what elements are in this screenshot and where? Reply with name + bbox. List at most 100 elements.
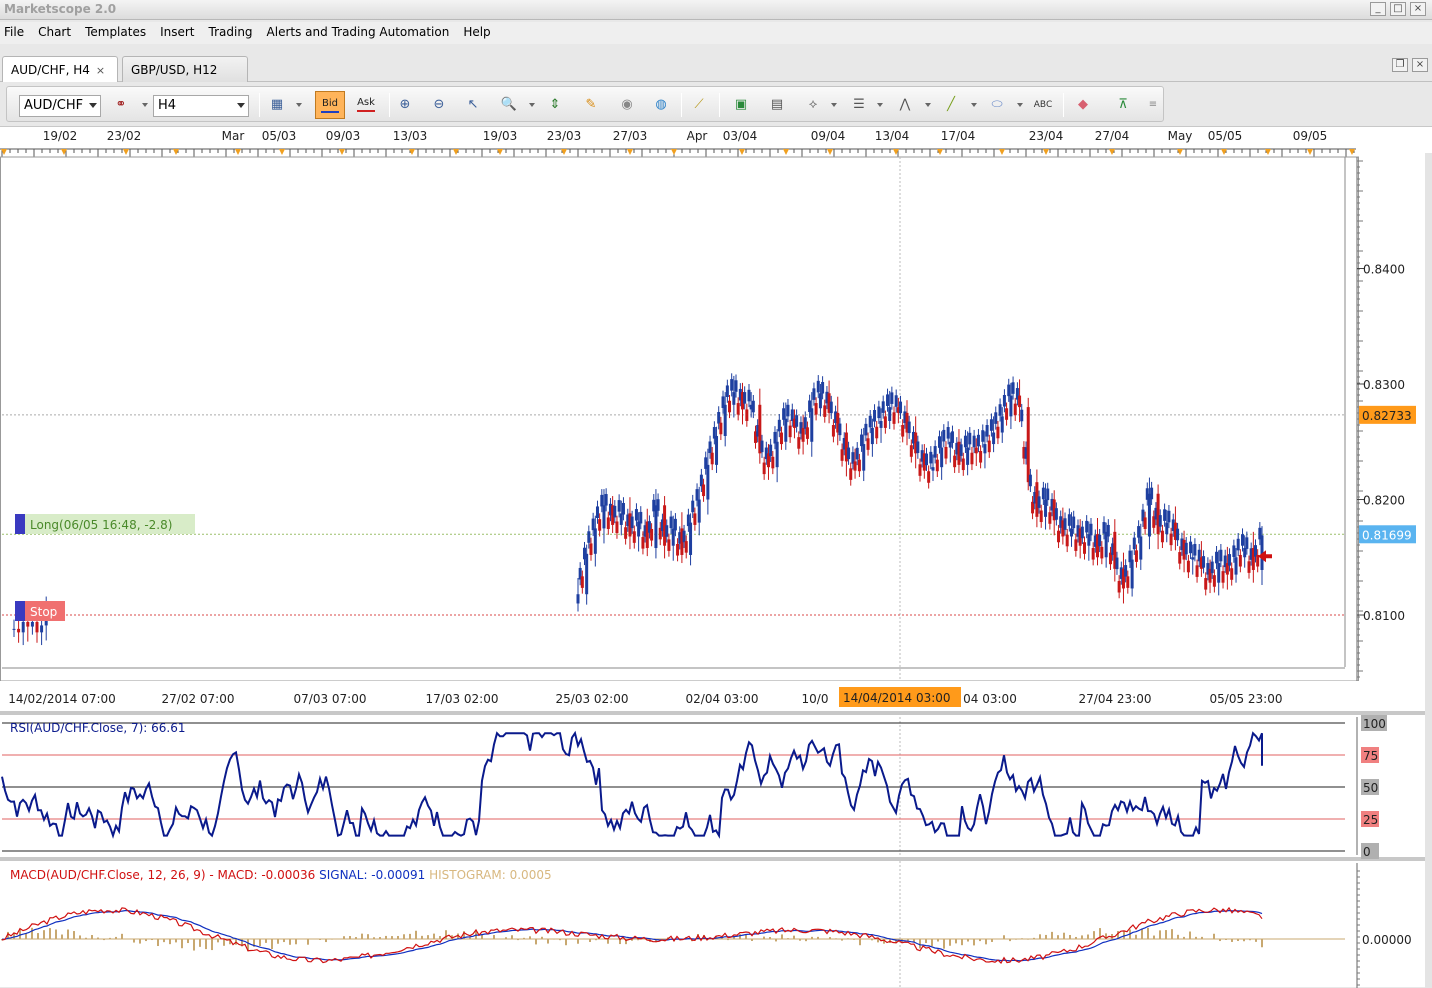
histogram-bar <box>505 937 507 939</box>
time-label: 07/03 07:00 <box>294 692 367 706</box>
date-label: May <box>1168 129 1193 143</box>
histogram-bar <box>991 939 993 942</box>
histogram-bar <box>79 935 81 939</box>
zoom-in-icon[interactable]: ⊕ <box>395 95 415 115</box>
candle-body <box>910 445 913 457</box>
macd-value: MACD: -0.00036 <box>218 868 320 882</box>
lines-icon[interactable]: ☰ <box>849 95 869 115</box>
trendline-icon[interactable]: ╱ <box>941 95 961 115</box>
candle-body <box>1102 522 1105 534</box>
candle-body <box>36 622 39 632</box>
crosshair-tool-icon[interactable]: ⟡ <box>803 95 823 115</box>
menu-file[interactable]: File <box>4 22 24 39</box>
chevron-down-icon[interactable] <box>877 103 883 107</box>
histogram-bar <box>781 934 783 939</box>
menu-alerts[interactable]: Alerts and Trading Automation <box>267 22 450 39</box>
histogram-bar <box>217 939 219 942</box>
symbol-value: AUD/CHF <box>24 98 83 113</box>
date-label: 27/04 <box>1095 129 1130 143</box>
zoom-out-icon[interactable]: ⊖ <box>429 95 449 115</box>
candle-body <box>927 471 930 483</box>
timeframe-value: H4 <box>158 98 176 113</box>
candle-body <box>1241 534 1244 546</box>
window-icon[interactable]: ▤ <box>767 95 787 115</box>
candle-body <box>1163 509 1166 521</box>
candle-body <box>884 416 887 428</box>
tab-close-icon[interactable]: × <box>96 64 105 77</box>
edit-icon[interactable]: ✎ <box>581 95 601 115</box>
restore-chart-icon[interactable]: ❐ <box>1392 58 1408 72</box>
close-icon[interactable]: × <box>1410 2 1426 16</box>
symbol-select[interactable]: AUD/CHF <box>19 95 101 117</box>
candle-body <box>719 423 722 435</box>
candle-body <box>1020 410 1023 422</box>
chevron-down-icon[interactable] <box>925 103 931 107</box>
date-label: 27/03 <box>613 129 648 143</box>
cursor-icon[interactable]: ↖ <box>463 95 483 115</box>
minimize-icon[interactable]: _ <box>1370 2 1386 16</box>
date-label: 09/03 <box>326 129 361 143</box>
histogram-bar <box>535 939 537 944</box>
candle-body <box>951 431 954 443</box>
right-scroll-strip <box>1425 153 1432 988</box>
chart-type-icon[interactable]: ▦ <box>267 95 287 115</box>
candle-body <box>1055 508 1058 520</box>
candle-body <box>882 401 885 413</box>
globe-icon[interactable]: ◍ <box>651 95 671 115</box>
candle-body <box>602 505 605 528</box>
instrument-link-icon[interactable]: ⚭ <box>111 95 131 115</box>
chevron-down-icon[interactable] <box>831 103 837 107</box>
candle-body <box>1196 565 1199 577</box>
histogram-bar <box>985 939 987 944</box>
chevron-down-icon[interactable] <box>142 103 148 107</box>
candle-body <box>962 459 965 471</box>
candle-body <box>1027 407 1030 482</box>
menu-help[interactable]: Help <box>463 22 490 39</box>
candle-body <box>1074 539 1077 551</box>
fit-height-icon[interactable]: ⇕ <box>545 95 565 115</box>
stop-order-label: Stop <box>30 605 57 619</box>
menu-trading[interactable]: Trading <box>209 22 253 39</box>
candle-body <box>1133 538 1136 550</box>
crosshair-time-label: 14/04/2014 03:00 <box>843 691 951 705</box>
candle-body <box>670 517 673 529</box>
image-icon[interactable]: ▣ <box>731 95 751 115</box>
magnify-icon[interactable]: 🔍 <box>499 95 519 115</box>
candle-body <box>1057 531 1060 543</box>
eraser-icon[interactable]: ◆ <box>1073 95 1093 115</box>
histogram-bar <box>205 939 207 949</box>
histogram-bar <box>1069 935 1071 939</box>
chevron-down-icon[interactable] <box>971 103 977 107</box>
histogram-bar <box>1087 935 1089 939</box>
tab-gbpusd[interactable]: GBP/USD, H12 <box>122 56 248 82</box>
bid-button[interactable]: Bid <box>315 91 345 119</box>
tab-audchf[interactable]: AUD/CHF, H4× <box>2 56 118 82</box>
histogram-bar <box>265 939 267 943</box>
candle-body <box>1001 416 1004 432</box>
timeframe-select[interactable]: H4 <box>153 95 249 117</box>
menu-chart[interactable]: Chart <box>38 22 71 39</box>
maximize-icon[interactable]: □ <box>1390 2 1406 16</box>
chevron-down-icon[interactable] <box>1017 103 1023 107</box>
ruler-icon[interactable]: ⟋ <box>689 95 709 115</box>
toolbar-more-icon[interactable]: ≡ <box>1143 95 1163 115</box>
candle-body <box>776 442 779 467</box>
histogram-bar <box>1135 935 1137 939</box>
chevron-down-icon[interactable] <box>529 103 535 107</box>
menu-insert[interactable]: Insert <box>160 22 194 39</box>
candle-body <box>728 401 731 413</box>
candle-body <box>665 525 668 537</box>
hierarchy-icon[interactable]: ⊼ <box>1113 95 1133 115</box>
text-tool-icon[interactable]: ABC <box>1033 95 1053 115</box>
eye-icon[interactable]: ◉ <box>617 95 637 115</box>
close-chart-icon[interactable]: × <box>1412 58 1428 72</box>
fan-icon[interactable]: ⋀ <box>895 95 915 115</box>
chevron-down-icon[interactable] <box>296 103 302 107</box>
ellipse-icon[interactable]: ⬭ <box>987 95 1007 115</box>
candle-body <box>1187 561 1190 573</box>
histogram-bar <box>1153 936 1155 939</box>
menu-templates[interactable]: Templates <box>85 22 146 39</box>
ask-button[interactable]: Ask <box>351 91 381 119</box>
